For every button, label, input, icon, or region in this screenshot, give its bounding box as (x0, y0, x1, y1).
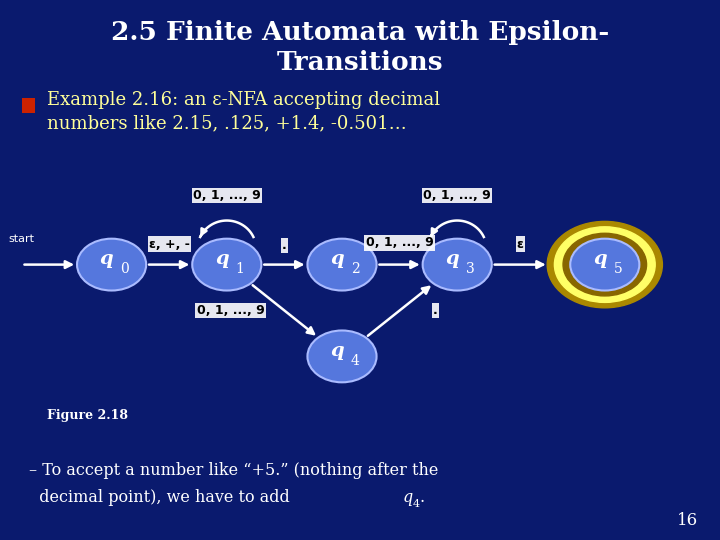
Text: 4: 4 (413, 500, 420, 509)
Circle shape (307, 330, 377, 382)
Text: ε: ε (517, 238, 523, 251)
Text: 0, 1, ..., 9: 0, 1, ..., 9 (366, 237, 433, 249)
Text: decimal point), we have to add: decimal point), we have to add (29, 489, 294, 507)
Text: q: q (593, 250, 606, 268)
Text: 0, 1, ..., 9: 0, 1, ..., 9 (423, 189, 491, 202)
Text: 0, 1, ..., 9: 0, 1, ..., 9 (193, 189, 261, 202)
Text: q: q (402, 489, 413, 507)
Circle shape (423, 239, 492, 291)
Circle shape (570, 239, 639, 291)
Text: 2: 2 (351, 262, 359, 276)
Text: 1: 1 (235, 262, 244, 276)
Text: start: start (9, 234, 35, 244)
Text: numbers like 2.15, .125, +1.4, -0.501…: numbers like 2.15, .125, +1.4, -0.501… (47, 114, 407, 132)
Text: 0, 1, ..., 9: 0, 1, ..., 9 (197, 304, 264, 317)
Circle shape (547, 221, 662, 308)
Text: .: . (433, 304, 438, 317)
Text: Transitions: Transitions (276, 50, 444, 75)
Circle shape (563, 233, 647, 296)
Text: q: q (330, 250, 343, 268)
Text: Figure 2.18: Figure 2.18 (47, 409, 128, 422)
Circle shape (307, 239, 377, 291)
Text: 2.5 Finite Automata with Epsilon-: 2.5 Finite Automata with Epsilon- (111, 20, 609, 45)
Circle shape (192, 239, 261, 291)
Text: ε, +, -: ε, +, - (149, 238, 189, 251)
Text: .: . (282, 239, 287, 252)
Text: 5: 5 (613, 262, 622, 276)
Text: q: q (100, 250, 113, 268)
Text: 0: 0 (120, 262, 129, 276)
Text: q: q (446, 250, 459, 268)
Text: Example 2.16: an ε-NFA accepting decimal: Example 2.16: an ε-NFA accepting decimal (47, 91, 440, 109)
Text: 3: 3 (466, 262, 474, 276)
Text: q: q (215, 250, 228, 268)
Circle shape (77, 239, 146, 291)
Text: – To accept a number like “+5.” (nothing after the: – To accept a number like “+5.” (nothing… (29, 462, 438, 480)
Circle shape (554, 227, 655, 302)
FancyBboxPatch shape (22, 98, 35, 113)
Text: 16: 16 (678, 512, 698, 529)
Text: .: . (420, 489, 425, 507)
Text: q: q (330, 342, 343, 360)
Text: 4: 4 (351, 354, 359, 368)
